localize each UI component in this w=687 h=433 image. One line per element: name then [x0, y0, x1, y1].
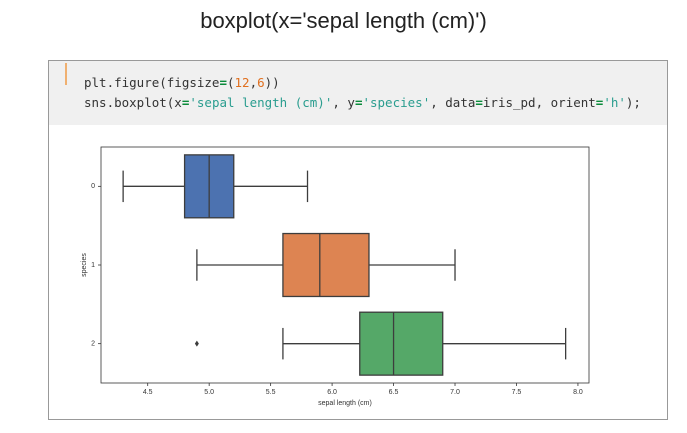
x-tick-label: 6.0 [327, 389, 337, 396]
code-token: 6 [257, 75, 265, 90]
code-token: = [354, 95, 363, 110]
code-token: = [475, 95, 483, 110]
code-token: 12 [234, 75, 250, 90]
cursor-bar [65, 63, 67, 85]
code-token: sns.boxplot(x [84, 95, 182, 110]
x-tick-label: 7.0 [450, 389, 460, 396]
x-tick-label: 5.5 [266, 389, 276, 396]
code-token: iris_pd, orient [482, 95, 596, 110]
code-token: , data [430, 95, 476, 110]
code-token: ); [625, 95, 641, 110]
outlier [194, 340, 199, 347]
code-token: 'h' [603, 95, 626, 110]
x-tick-label: 5.0 [204, 389, 214, 396]
code-token: = [219, 75, 227, 90]
code-token: plt.figure(figsize [84, 75, 220, 90]
code-token: 'species' [362, 95, 431, 110]
slide-title: boxplot(x='sepal length (cm)') [200, 8, 487, 33]
code-token: 'sepal length (cm)' [189, 95, 333, 110]
code-token: = [181, 95, 190, 110]
y-axis-label: species [81, 253, 88, 277]
x-tick-label: 7.5 [512, 389, 522, 396]
x-tick-label: 4.5 [143, 389, 153, 396]
y-tick-label: 1 [91, 262, 95, 269]
frame [48, 60, 668, 420]
code-token: , y [332, 95, 355, 110]
box [282, 232, 370, 298]
code-cell: plt.figure(figsize=(12,6)) sns.boxplot(x… [49, 61, 667, 125]
x-tick-label: 8.0 [573, 389, 583, 396]
box [359, 311, 444, 376]
x-axis-label: sepal length (cm) [318, 400, 372, 407]
code: plt.figure(figsize=(12,6)) sns.boxplot(x… [84, 73, 641, 113]
code-token: , [249, 75, 258, 90]
code-token: )) [264, 75, 280, 90]
y-tick-label: 0 [91, 183, 95, 190]
code-token: ( [227, 75, 235, 90]
x-tick-label: 6.5 [389, 389, 399, 396]
y-tick-label: 2 [91, 341, 95, 348]
code-token: = [595, 95, 604, 110]
